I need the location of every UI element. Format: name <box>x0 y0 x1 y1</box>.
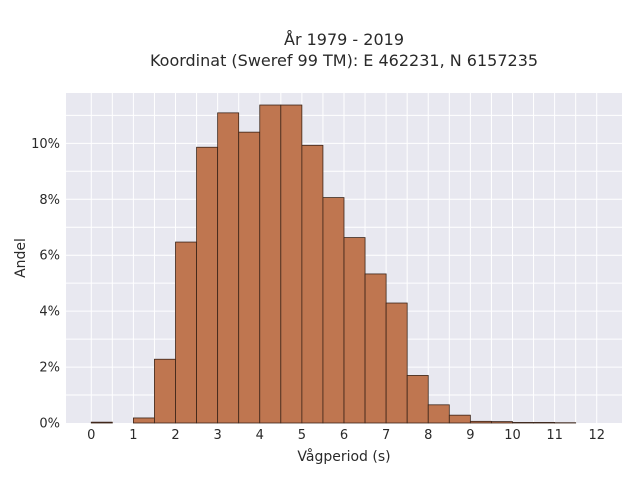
x-tick-label: 5 <box>298 428 306 443</box>
x-tick-label: 2 <box>171 428 179 443</box>
x-tick-label: 3 <box>213 428 221 443</box>
y-tick-label: 8% <box>39 193 60 208</box>
histogram-bar-0 <box>90 421 113 424</box>
x-tick-label: 7 <box>382 428 390 443</box>
histogram-bar-2 <box>132 417 155 424</box>
histogram-bar-14 <box>385 302 408 424</box>
histogram-bar-17 <box>448 414 471 424</box>
chart-title-line2: Koordinat (Sweref 99 TM): E 462231, N 61… <box>150 51 538 70</box>
histogram-bar-5 <box>196 146 219 424</box>
histogram-bar-11 <box>322 197 345 424</box>
x-tick-label: 6 <box>340 428 348 443</box>
x-axis-label: Vågperiod (s) <box>297 448 390 465</box>
histogram-bar-18 <box>469 420 492 424</box>
x-tick-label: 11 <box>546 428 563 443</box>
histogram-bar-21 <box>533 422 556 424</box>
y-tick-label: 4% <box>39 305 60 320</box>
histogram-bar-4 <box>175 241 197 424</box>
chart-title-line1: År 1979 - 2019 <box>284 30 404 49</box>
histogram-bar-3 <box>154 358 176 424</box>
histogram-bar-12 <box>343 237 366 424</box>
x-tick-label: 10 <box>504 428 521 443</box>
histogram-bar-20 <box>512 422 534 424</box>
x-tick-label: 8 <box>424 428 432 443</box>
y-tick-label: 10% <box>31 137 60 152</box>
bars <box>90 104 577 424</box>
histogram-bar-13 <box>364 273 387 424</box>
histogram-bar-10 <box>301 144 324 424</box>
x-axis-ticks: 0 1 2 3 4 5 6 7 8 9 10 11 12 <box>87 428 605 443</box>
y-tick-label: 6% <box>39 249 60 264</box>
histogram-bar-6 <box>217 112 240 424</box>
histogram-bar-9 <box>280 104 303 424</box>
x-tick-label: 0 <box>87 428 95 443</box>
y-tick-label: 2% <box>39 361 60 376</box>
x-tick-label: 12 <box>588 428 605 443</box>
histogram-bar-15 <box>406 375 429 424</box>
histogram-bar-8 <box>259 104 282 424</box>
histogram-bar-16 <box>427 404 450 424</box>
histogram-bar-7 <box>238 131 261 424</box>
y-axis-ticks: 0% 2% 4% 6% 8% 10% <box>31 137 60 432</box>
x-tick-label: 4 <box>256 428 264 443</box>
histogram-bar-19 <box>491 421 513 424</box>
x-tick-label: 1 <box>129 428 137 443</box>
y-axis-label: Andel <box>13 238 29 278</box>
y-tick-label: 0% <box>39 417 60 432</box>
x-tick-label: 9 <box>466 428 474 443</box>
